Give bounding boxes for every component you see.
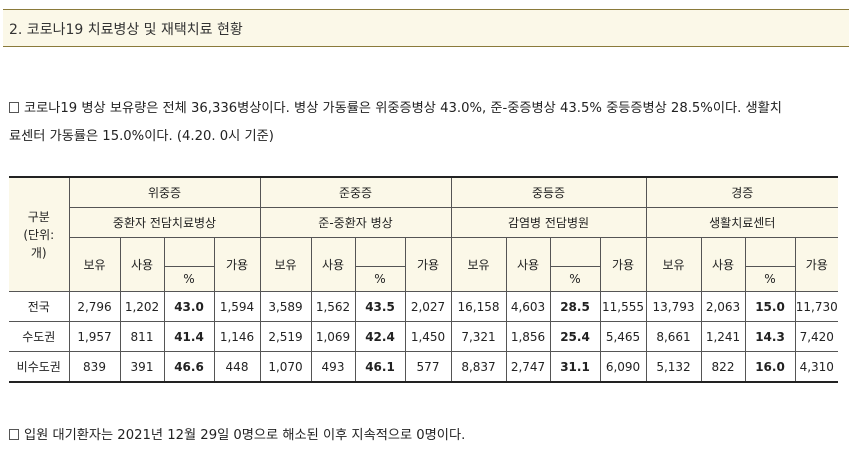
- col-header-pct: %: [549, 266, 601, 292]
- cell-pct-value: 16.0: [744, 351, 796, 383]
- group-header-mild: 경증: [645, 176, 838, 208]
- cell-pct-value: 46.6: [163, 351, 215, 383]
- table-row: 수도권 1,957 811 41.4 1,146 2,519 1,069 42.4 1,450 7…: [9, 321, 838, 352]
- waiting-patients-paragraph: 입원 대기환자는 2021년 12월 29일 0명으로 해소된 이후 지속적으로…: [9, 422, 859, 450]
- bed-status-table: 구분 (단위: 개) 위중증 준중증 중등증 경증 중환자 전담치료병상 준-중…: [9, 176, 838, 383]
- table-corner-header: 구분 (단위: 개): [9, 176, 70, 292]
- summary-line-1: 코로나19 병상 보유량은 전체 36,336병상이다. 병상 가동률은 위중증…: [24, 101, 782, 116]
- cell-use-value: 493: [310, 351, 356, 383]
- cell-use-value: 822: [700, 351, 746, 383]
- cell-own-value: 16,158: [450, 291, 507, 322]
- section-title: 2. 코로나19 치료병상 및 재택치료 현황: [9, 22, 243, 38]
- cell-pct-value: 42.4: [354, 321, 406, 352]
- col-header-avail: 가용: [404, 237, 452, 292]
- col-header-pct: %: [744, 266, 796, 292]
- cell-own-value: 1,957: [68, 321, 121, 352]
- cell-use-value: 1,562: [310, 291, 356, 322]
- cell-use-value: 1,856: [505, 321, 551, 352]
- col-header-use: 사용: [505, 237, 551, 292]
- subgroup-header-critical: 중환자 전담치료병상: [68, 207, 261, 238]
- cell-pct-value: 46.1: [354, 351, 406, 383]
- cell-avail-value: 1,146: [213, 321, 261, 352]
- col-header-own: 보유: [450, 237, 507, 292]
- cell-pct-value: 43.0: [163, 291, 215, 322]
- col-header-own: 보유: [259, 237, 312, 292]
- subgroup-header-mild: 생활치료센터: [645, 207, 838, 238]
- waiting-patients-text: 입원 대기환자는 2021년 12월 29일 0명으로 해소된 이후 지속적으로…: [24, 428, 466, 443]
- cell-use-value: 1,241: [700, 321, 746, 352]
- row-region-label: 수도권: [9, 321, 70, 352]
- row-region-label: 전국: [9, 291, 70, 322]
- col-header-avail: 가용: [599, 237, 647, 292]
- cell-use-value: 811: [119, 321, 165, 352]
- cell-use-value: 391: [119, 351, 165, 383]
- cell-use-value: 1,069: [310, 321, 356, 352]
- cell-use-value: 2,747: [505, 351, 551, 383]
- cell-avail-value: 6,090: [599, 351, 647, 383]
- col-header-pct-spacer: [744, 237, 796, 267]
- col-header-use: 사용: [119, 237, 165, 292]
- group-header-moderate: 중등증: [450, 176, 647, 208]
- col-header-pct-spacer: [163, 237, 215, 267]
- col-header-own: 보유: [645, 237, 702, 292]
- col-header-own: 보유: [68, 237, 121, 292]
- table-row: 비수도권 839 391 46.6 448 1,070 493 46.1 577 8,837 2,7…: [9, 351, 838, 383]
- col-header-use: 사용: [700, 237, 746, 292]
- cell-own-value: 8,661: [645, 321, 702, 352]
- subgroup-header-semi-critical: 준-중환자 병상: [259, 207, 452, 238]
- cell-own-value: 13,793: [645, 291, 702, 322]
- bed-summary-paragraph: 코로나19 병상 보유량은 전체 36,336병상이다. 병상 가동률은 위중증…: [9, 95, 859, 151]
- col-header-avail: 가용: [794, 237, 838, 292]
- summary-line-2: 료센터 가동률은 15.0%이다. (4.20. 0시 기준): [9, 129, 274, 144]
- cell-own-value: 5,132: [645, 351, 702, 383]
- cell-avail-value: 448: [213, 351, 261, 383]
- cell-pct-value: 15.0: [744, 291, 796, 322]
- cell-avail-value: 1,594: [213, 291, 261, 322]
- col-header-use: 사용: [310, 237, 356, 292]
- cell-pct-value: 41.4: [163, 321, 215, 352]
- cell-use-value: 4,603: [505, 291, 551, 322]
- cell-own-value: 839: [68, 351, 121, 383]
- checkbox-bullet-icon: [9, 102, 19, 113]
- col-header-pct: %: [354, 266, 406, 292]
- subgroup-header-moderate: 감염병 전담병원: [450, 207, 647, 238]
- cell-avail-value: 4,310: [794, 351, 838, 383]
- cell-avail-value: 11,730: [794, 291, 838, 322]
- col-header-pct-spacer: [354, 237, 406, 267]
- cell-own-value: 3,589: [259, 291, 312, 322]
- cell-own-value: 2,519: [259, 321, 312, 352]
- table-row: 전국 2,796 1,202 43.0 1,594 3,589 1,562 43.5 2,027…: [9, 291, 838, 322]
- group-header-critical: 위중증: [68, 176, 261, 208]
- checkbox-bullet-icon: [9, 429, 19, 440]
- cell-own-value: 7,321: [450, 321, 507, 352]
- cell-avail-value: 7,420: [794, 321, 838, 352]
- cell-own-value: 2,796: [68, 291, 121, 322]
- section-header: 2. 코로나19 치료병상 및 재택치료 현황: [3, 9, 849, 47]
- cell-use-value: 2,063: [700, 291, 746, 322]
- cell-avail-value: 2,027: [404, 291, 452, 322]
- group-header-semi-critical: 준중증: [259, 176, 452, 208]
- cell-avail-value: 11,555: [599, 291, 647, 322]
- cell-avail-value: 1,450: [404, 321, 452, 352]
- cell-pct-value: 31.1: [549, 351, 601, 383]
- col-header-avail: 가용: [213, 237, 261, 292]
- col-header-pct-spacer: [549, 237, 601, 267]
- cell-avail-value: 577: [404, 351, 452, 383]
- cell-avail-value: 5,465: [599, 321, 647, 352]
- cell-own-value: 1,070: [259, 351, 312, 383]
- cell-own-value: 8,837: [450, 351, 507, 383]
- cell-pct-value: 43.5: [354, 291, 406, 322]
- cell-pct-value: 28.5: [549, 291, 601, 322]
- cell-pct-value: 14.3: [744, 321, 796, 352]
- row-region-label: 비수도권: [9, 351, 70, 383]
- cell-pct-value: 25.4: [549, 321, 601, 352]
- col-header-pct: %: [163, 266, 215, 292]
- cell-use-value: 1,202: [119, 291, 165, 322]
